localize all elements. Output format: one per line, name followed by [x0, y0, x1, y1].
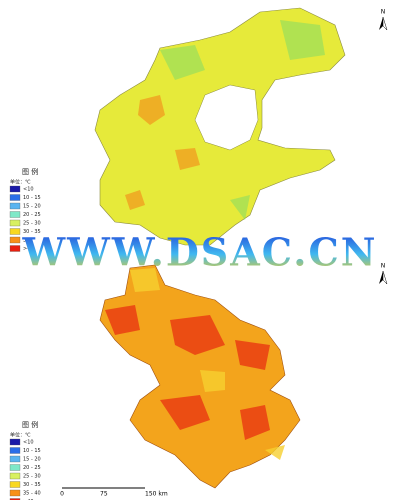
legend-swatch	[9, 498, 21, 500]
legend-swatch	[9, 185, 21, 193]
legend-swatch	[9, 464, 21, 471]
mild-patch	[130, 268, 285, 460]
legend-label: >40	[23, 246, 34, 252]
legend-label: 25 - 30	[23, 221, 41, 227]
legend-label: 30 - 35	[23, 482, 41, 488]
legend-label: 35	[23, 238, 29, 244]
hot-patch	[125, 95, 200, 210]
legend-label: 20 - 25	[23, 465, 41, 471]
north-arrow	[379, 17, 383, 30]
legend-label: 15 - 20	[23, 204, 41, 210]
legend-swatch	[9, 447, 21, 454]
legend-label: <10	[23, 440, 34, 446]
legend-label: <10	[23, 187, 34, 193]
hot-patch	[105, 305, 270, 440]
legend-title: 图 例	[22, 167, 38, 176]
north-arrow	[382, 16, 388, 31]
bay	[194, 84, 259, 151]
legend-label: 10 - 15	[23, 195, 41, 201]
legend-swatch	[9, 219, 21, 227]
legend-swatch	[9, 194, 21, 201]
legend-swatch	[9, 245, 21, 252]
legend-swatch	[9, 236, 21, 244]
scale-label: 150 km	[145, 491, 168, 498]
legend-swatch	[9, 202, 21, 210]
map-region	[99, 264, 301, 489]
north-arrow	[379, 271, 383, 284]
legend-swatch	[9, 211, 21, 218]
legend-unit: 单位：℃	[10, 179, 31, 186]
legend-title: 图 例	[22, 420, 38, 429]
legend-label: 10 - 15	[23, 448, 41, 454]
legend-swatch	[9, 455, 21, 463]
legend-swatch	[9, 481, 21, 488]
scale-label: 0	[60, 491, 64, 498]
legend-swatch	[9, 489, 21, 497]
legend-label: 25 - 30	[23, 474, 41, 480]
legend-label: 15 - 20	[23, 457, 41, 463]
legend-swatch	[9, 228, 21, 235]
legend-unit: 单位：℃	[10, 432, 31, 439]
watermark: WWW.DSAC.CN	[21, 230, 377, 275]
legend-swatch	[9, 472, 21, 480]
legend-label: 35 - 40	[23, 491, 41, 497]
legend-label: 20 - 25	[23, 212, 41, 218]
cool-patch	[160, 20, 325, 220]
north-label: N	[381, 9, 386, 16]
north-arrow	[382, 270, 388, 285]
legend-swatch	[9, 438, 21, 446]
scale-label: 75	[100, 491, 108, 498]
legend-label: 30 - 35	[23, 229, 41, 235]
north-label: N	[381, 263, 386, 270]
